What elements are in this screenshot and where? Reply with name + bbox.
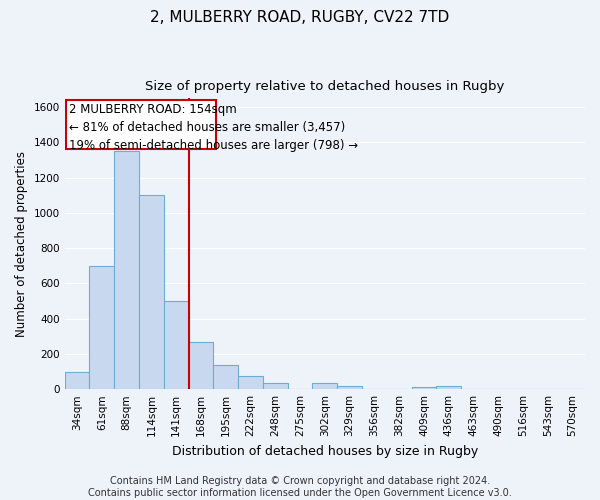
- Bar: [188, 342, 214, 389]
- Bar: [313, 383, 337, 389]
- Text: 2, MULBERRY ROAD, RUGBY, CV22 7TD: 2, MULBERRY ROAD, RUGBY, CV22 7TD: [151, 10, 449, 25]
- Text: 2 MULBERRY ROAD: 154sqm
← 81% of detached houses are smaller (3,457)
19% of semi: 2 MULBERRY ROAD: 154sqm ← 81% of detache…: [69, 103, 358, 152]
- Bar: [214, 364, 238, 389]
- Bar: [139, 196, 164, 389]
- Bar: [436, 386, 461, 389]
- FancyBboxPatch shape: [66, 100, 216, 149]
- Bar: [412, 386, 436, 389]
- Title: Size of property relative to detached houses in Rugby: Size of property relative to detached ho…: [145, 80, 505, 93]
- Bar: [114, 151, 139, 389]
- Text: Contains HM Land Registry data © Crown copyright and database right 2024.
Contai: Contains HM Land Registry data © Crown c…: [88, 476, 512, 498]
- Bar: [263, 383, 287, 389]
- X-axis label: Distribution of detached houses by size in Rugby: Distribution of detached houses by size …: [172, 444, 478, 458]
- Bar: [337, 386, 362, 389]
- Y-axis label: Number of detached properties: Number of detached properties: [15, 151, 28, 337]
- Bar: [65, 372, 89, 389]
- Bar: [238, 376, 263, 389]
- Bar: [164, 301, 188, 389]
- Bar: [89, 266, 114, 389]
